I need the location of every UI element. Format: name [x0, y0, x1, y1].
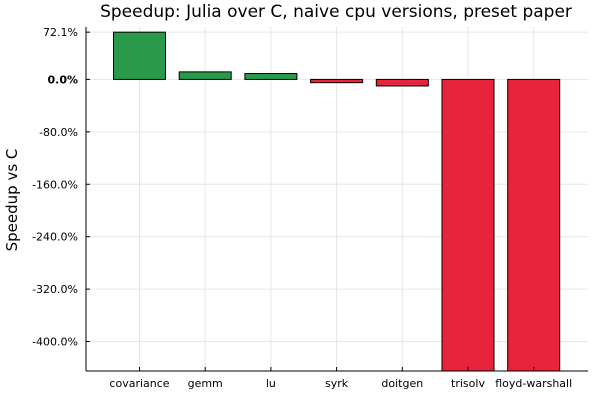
- x-tick-label: lu: [266, 377, 276, 390]
- bar-trisolv: [441, 78, 495, 372]
- bar-covariance: [113, 31, 166, 80]
- chart-title: Speedup: Julia over C, naive cpu version…: [100, 2, 572, 22]
- y-tick-label: -80.0%: [39, 126, 78, 139]
- y-tick-label: -240.0%: [32, 231, 78, 244]
- y-tick-label: 0.0%: [47, 73, 78, 86]
- axis-layer: [85, 27, 588, 372]
- x-tick-label: syrk: [325, 377, 349, 390]
- y-axis-title: Speedup vs C: [3, 149, 21, 252]
- bar-gemm: [178, 71, 232, 80]
- y-tick-label: -320.0%: [32, 283, 78, 296]
- bar-syrk: [310, 78, 364, 84]
- x-tick-label: floyd-warshall: [495, 377, 572, 390]
- x-tick-label: trisolv: [451, 377, 485, 390]
- y-tick-label: -160.0%: [32, 178, 78, 191]
- tick-label-layer: 72.1% 0.0% -80.0% -160.0% -240.0% -320.0% -400…: [32, 26, 572, 390]
- x-tick-label: doitgen: [381, 377, 423, 390]
- y-tick-label: -400.0%: [32, 336, 78, 349]
- y-tick-label: 72.1%: [43, 26, 78, 39]
- bar-doitgen: [375, 78, 429, 87]
- x-tick-label: gemm: [188, 377, 223, 390]
- bar-layer: [113, 31, 561, 372]
- bar-lu: [244, 73, 298, 80]
- bar-floyd-warshall: [507, 78, 561, 372]
- x-tick-label: covariance: [109, 377, 169, 390]
